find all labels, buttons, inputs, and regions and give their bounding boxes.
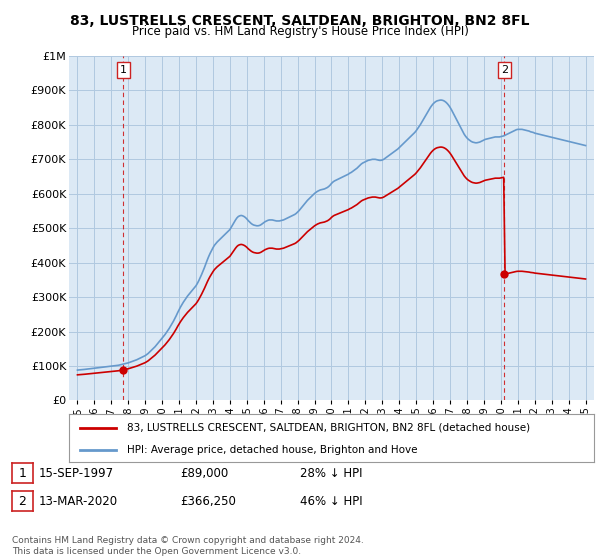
Text: 15-SEP-1997: 15-SEP-1997 xyxy=(39,466,114,480)
Text: Price paid vs. HM Land Registry's House Price Index (HPI): Price paid vs. HM Land Registry's House … xyxy=(131,25,469,38)
Text: 46% ↓ HPI: 46% ↓ HPI xyxy=(300,494,362,508)
Text: 13-MAR-2020: 13-MAR-2020 xyxy=(39,494,118,508)
Text: 83, LUSTRELLS CRESCENT, SALTDEAN, BRIGHTON, BN2 8FL (detached house): 83, LUSTRELLS CRESCENT, SALTDEAN, BRIGHT… xyxy=(127,423,530,433)
Text: 2: 2 xyxy=(500,65,508,75)
Text: £366,250: £366,250 xyxy=(180,494,236,508)
Text: 83, LUSTRELLS CRESCENT, SALTDEAN, BRIGHTON, BN2 8FL: 83, LUSTRELLS CRESCENT, SALTDEAN, BRIGHT… xyxy=(70,14,530,28)
Text: 2: 2 xyxy=(19,494,26,508)
Text: £89,000: £89,000 xyxy=(180,466,228,480)
Text: 28% ↓ HPI: 28% ↓ HPI xyxy=(300,466,362,480)
Text: HPI: Average price, detached house, Brighton and Hove: HPI: Average price, detached house, Brig… xyxy=(127,445,417,455)
Text: Contains HM Land Registry data © Crown copyright and database right 2024.
This d: Contains HM Land Registry data © Crown c… xyxy=(12,536,364,556)
Text: 1: 1 xyxy=(120,65,127,75)
Text: 1: 1 xyxy=(19,466,26,480)
